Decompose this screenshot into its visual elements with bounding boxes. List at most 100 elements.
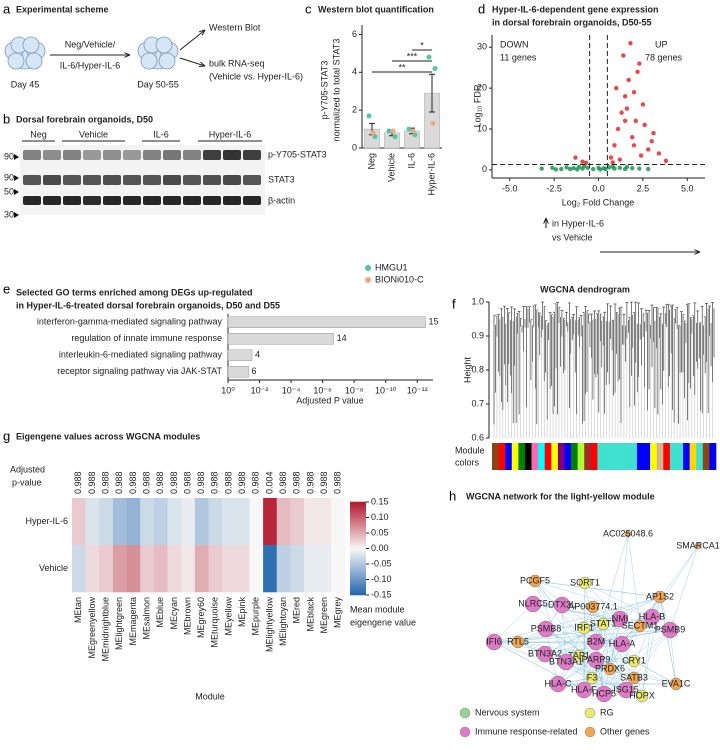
bar <box>227 366 249 378</box>
blot-band <box>243 150 261 160</box>
pvalue-label: 0.988 <box>128 471 138 494</box>
panel-label: d <box>478 1 485 16</box>
data-point <box>656 151 662 156</box>
organoid <box>22 36 40 54</box>
x-axis-label: Log₂ Fold Change <box>562 197 635 207</box>
label: bulk RNA-seq <box>209 58 265 68</box>
y-tick-label: 4 <box>352 67 357 77</box>
label: p-Y705-STAT3 <box>268 149 327 159</box>
panel-label: e <box>3 281 10 296</box>
x-tick-label: MEtan <box>73 597 83 623</box>
network-edge <box>493 596 661 643</box>
colorbar-step <box>350 520 366 524</box>
heatmap-cell <box>112 545 127 593</box>
network-node <box>624 530 632 538</box>
node-label: SATB3 <box>620 672 648 682</box>
data-point <box>649 139 654 144</box>
x-tick-label: MEpink <box>237 597 247 628</box>
blot-band <box>43 196 61 205</box>
colorbar-step <box>350 548 366 552</box>
network-node <box>485 633 503 651</box>
colorbar-step <box>350 566 366 570</box>
node-label: ISG15 <box>613 684 639 694</box>
network-node <box>611 610 629 628</box>
heatmap-cell <box>126 498 141 546</box>
organoid <box>7 52 25 70</box>
data-point <box>571 165 576 171</box>
network-node <box>633 619 647 633</box>
heatmap-cell <box>249 498 264 546</box>
x-tick-label: MEred <box>292 597 302 624</box>
marker-arrow <box>14 189 19 195</box>
colorbar-step <box>350 576 366 580</box>
panel-title: Experimental scheme <box>16 4 109 14</box>
label: IL-6/Hyper-IL-6 <box>60 60 121 70</box>
x-tick-label: MElightyellow <box>264 597 274 653</box>
heatmap-cell <box>99 545 114 593</box>
heatmap-cell <box>194 498 209 546</box>
data-point <box>366 113 372 119</box>
x-tick-label: 5.0 <box>681 183 694 193</box>
panel-title: WGCNA network for the light-yellow modul… <box>466 491 655 501</box>
network-node <box>577 621 591 635</box>
network-node <box>549 675 567 693</box>
panel-title: Eigengene values across WGCNA modules <box>16 431 200 441</box>
network-edge <box>532 603 627 691</box>
panel-label: c <box>305 1 312 16</box>
blot-band <box>83 175 101 185</box>
heatmap-cell <box>317 545 332 593</box>
data-point <box>638 153 644 158</box>
panel-title: Dorsal forebrain organoids, D50 <box>16 114 153 124</box>
network-node <box>587 651 605 669</box>
x-tick-label: 10⁻² <box>251 385 269 395</box>
legend-label: RG <box>600 707 614 717</box>
x-tick-label: 10⁻⁸ <box>345 385 364 395</box>
colorbar-step <box>350 513 366 517</box>
label: 90 <box>4 151 14 161</box>
label: Module <box>455 445 485 455</box>
x-tick-label: MElightgreen <box>114 597 124 650</box>
network-edge <box>584 582 653 618</box>
node-label: AP003774.1 <box>568 601 618 611</box>
count-label: 14 <box>337 333 347 343</box>
data-point <box>646 147 651 152</box>
heatmap-cell <box>72 545 86 593</box>
marker-arrow <box>14 175 19 181</box>
module-color <box>669 443 677 470</box>
label: colors <box>455 457 480 467</box>
label: vs Vehicle <box>552 232 593 242</box>
node-label: F3 <box>587 672 598 682</box>
data-point <box>615 126 621 132</box>
blot-band <box>143 196 161 205</box>
label: p-value <box>12 477 42 487</box>
label: 78 genes <box>645 52 683 62</box>
colorbar-step <box>350 522 366 526</box>
significance-label: *** <box>407 51 418 61</box>
network-edge <box>557 606 594 685</box>
panel-title: in Hyper-IL-6-treated dorsal forebrain o… <box>16 300 280 310</box>
blot-band <box>23 150 41 160</box>
colorbar-step <box>350 590 366 593</box>
module-color <box>630 443 638 470</box>
colorbar-step <box>350 587 366 591</box>
y-axis-label: Log₁₀ FDR <box>472 84 482 127</box>
heatmap-cell <box>222 545 237 593</box>
data-point <box>633 118 638 124</box>
node-label: PRDX6 <box>595 663 625 673</box>
data-point <box>631 90 637 95</box>
data-point <box>406 126 412 132</box>
data-point <box>614 85 619 91</box>
data-point <box>539 166 544 171</box>
heatmap-cell <box>290 498 305 546</box>
node-label: IRF1 <box>574 622 594 632</box>
network-edge <box>565 661 605 695</box>
label: Neg/Vehicle/ <box>65 39 116 49</box>
module-color <box>623 443 631 470</box>
heatmap-cell <box>222 498 237 546</box>
significance-label: * <box>420 40 424 50</box>
x-tick-label: 10⁰ <box>221 385 235 395</box>
module-color <box>663 443 671 470</box>
data-point <box>624 164 630 170</box>
network-node <box>575 681 593 699</box>
node-label: NLRC5 <box>518 598 548 608</box>
